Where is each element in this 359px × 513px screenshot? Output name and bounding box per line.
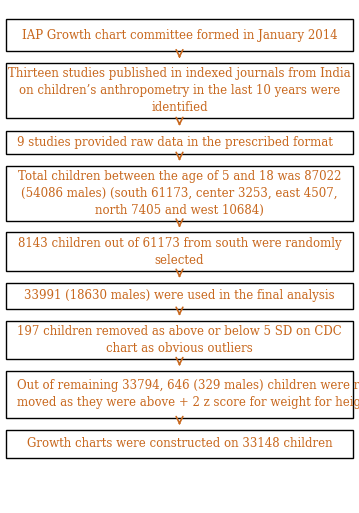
Text: Total children between the age of 5 and 18 was 87022
(54086 males) (south 61173,: Total children between the age of 5 and … xyxy=(18,170,341,216)
FancyBboxPatch shape xyxy=(6,19,353,51)
FancyBboxPatch shape xyxy=(6,63,353,118)
Text: 197 children removed as above or below 5 SD on CDC
chart as obvious outliers: 197 children removed as above or below 5… xyxy=(17,325,342,355)
FancyBboxPatch shape xyxy=(6,371,353,418)
FancyBboxPatch shape xyxy=(6,131,353,154)
FancyBboxPatch shape xyxy=(6,430,353,458)
Text: 33991 (18630 males) were used in the final analysis: 33991 (18630 males) were used in the fin… xyxy=(24,289,335,302)
Text: 8143 children out of 61173 from south were randomly
selected: 8143 children out of 61173 from south we… xyxy=(18,236,341,267)
FancyBboxPatch shape xyxy=(6,321,353,359)
FancyBboxPatch shape xyxy=(6,283,353,309)
Text: 9 studies provided raw data in the prescribed format: 9 studies provided raw data in the presc… xyxy=(17,136,333,149)
Text: IAP Growth chart committee formed in January 2014: IAP Growth chart committee formed in Jan… xyxy=(22,29,337,42)
FancyBboxPatch shape xyxy=(6,232,353,271)
Text: Out of remaining 33794, 646 (329 males) children were re-
moved as they were abo: Out of remaining 33794, 646 (329 males) … xyxy=(17,380,359,409)
Text: Growth charts were constructed on 33148 children: Growth charts were constructed on 33148 … xyxy=(27,437,332,450)
FancyBboxPatch shape xyxy=(6,166,353,221)
Text: Thirteen studies published in indexed journals from India
on children’s anthropo: Thirteen studies published in indexed jo… xyxy=(8,67,351,114)
